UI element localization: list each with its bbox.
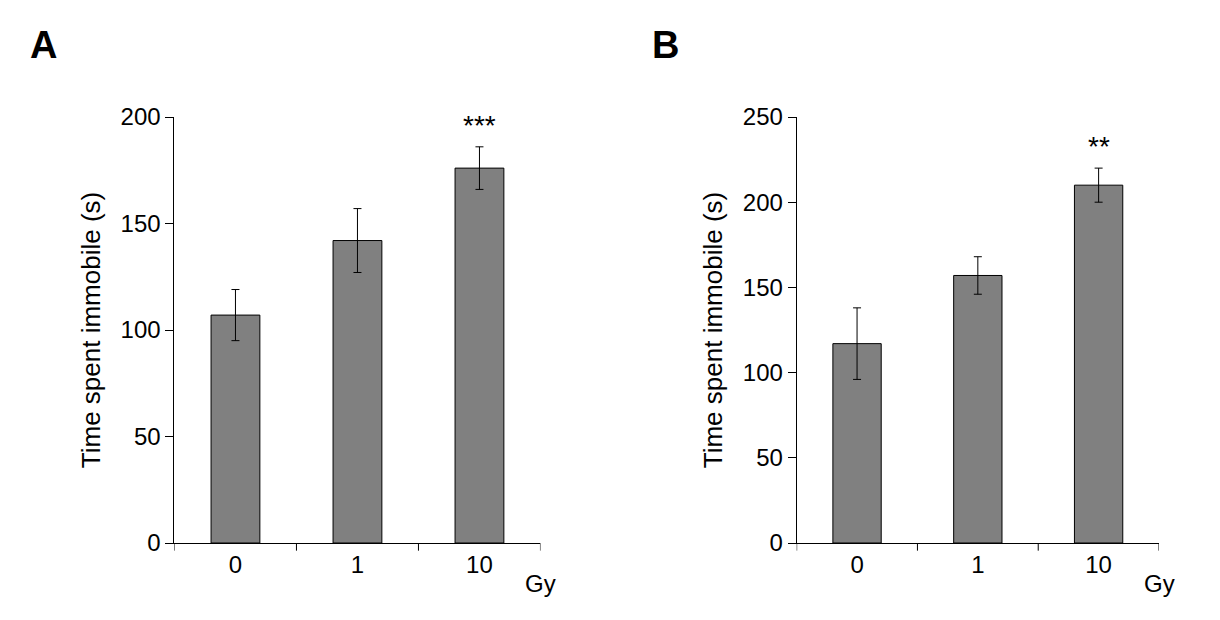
svg-text:Gy: Gy — [1144, 570, 1175, 597]
svg-text:1: 1 — [351, 551, 364, 578]
svg-text:100: 100 — [121, 316, 161, 343]
svg-text:50: 50 — [756, 444, 783, 471]
svg-text:0: 0 — [850, 551, 863, 578]
svg-text:0: 0 — [147, 529, 160, 556]
svg-text:150: 150 — [121, 210, 161, 237]
svg-text:B: B — [652, 24, 679, 66]
svg-text:100: 100 — [743, 359, 783, 386]
svg-text:250: 250 — [743, 103, 783, 130]
svg-text:Time spent immobile (s): Time spent immobile (s) — [76, 192, 106, 468]
svg-text:1: 1 — [971, 551, 984, 578]
svg-text:0: 0 — [770, 529, 783, 556]
svg-text:***: *** — [463, 110, 496, 141]
svg-text:150: 150 — [743, 274, 783, 301]
svg-text:200: 200 — [121, 103, 161, 130]
svg-text:A: A — [30, 24, 57, 66]
svg-text:10: 10 — [1085, 551, 1112, 578]
svg-text:0: 0 — [229, 551, 242, 578]
svg-text:Gy: Gy — [525, 570, 556, 597]
svg-text:Time spent immobile (s): Time spent immobile (s) — [698, 192, 728, 468]
svg-text:10: 10 — [466, 551, 493, 578]
svg-text:50: 50 — [134, 423, 161, 450]
svg-text:200: 200 — [743, 189, 783, 216]
svg-text:**: ** — [1088, 131, 1110, 162]
